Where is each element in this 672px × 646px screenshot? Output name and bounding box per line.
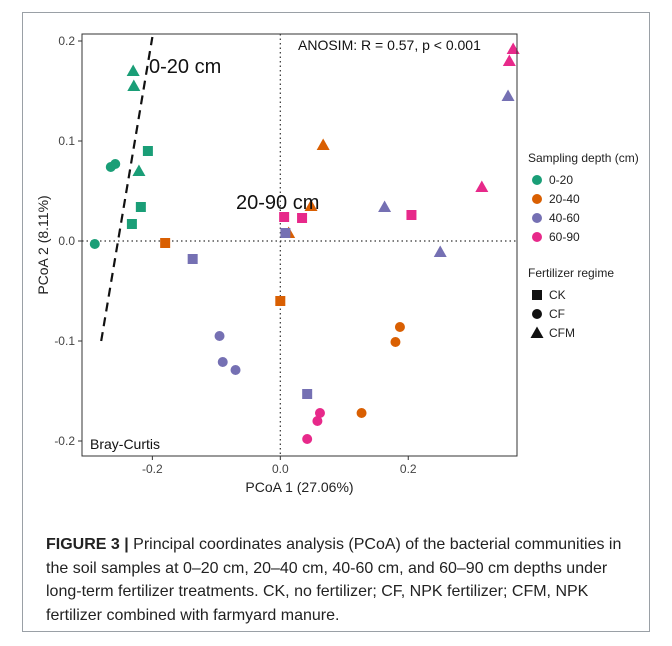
x-tick-label: 0.2 <box>400 462 417 476</box>
anosim-annotation: ANOSIM: R = 0.57, p < 0.001 <box>298 37 481 53</box>
legend-fert-label: CF <box>549 307 565 321</box>
data-point <box>142 146 153 156</box>
data-point <box>378 200 392 212</box>
data-point <box>433 245 447 257</box>
divider-dashed-line <box>100 36 154 342</box>
caption-text: Principal coordinates analysis (PCoA) of… <box>46 536 622 624</box>
legend-fert-swatch <box>532 290 542 300</box>
y-tick-label: 0.0 <box>58 234 75 248</box>
y-tick-label: 0.1 <box>58 134 75 148</box>
data-point <box>187 254 198 264</box>
data-point <box>502 54 516 66</box>
legend-fert-title: Fertilizer regime <box>528 266 614 280</box>
data-point <box>506 42 520 54</box>
data-point <box>110 159 121 169</box>
data-point <box>275 296 286 306</box>
data-point <box>230 365 241 375</box>
data-point <box>297 213 308 223</box>
y-tick-label: 0.2 <box>58 34 75 48</box>
data-point <box>356 408 367 418</box>
data-point <box>135 202 146 212</box>
data-point <box>89 239 100 249</box>
legend-fert-swatch <box>532 309 542 319</box>
legend-depth-label: 60-90 <box>549 230 580 244</box>
data-point <box>390 337 401 347</box>
legend-depth-label: 20-40 <box>549 192 580 206</box>
x-tick-label: 0.0 <box>272 462 289 476</box>
depth-label-20-90: 20-90 cm <box>236 192 319 214</box>
data-point <box>475 180 489 192</box>
data-point <box>302 434 313 444</box>
x-tick-label: -0.2 <box>142 462 163 476</box>
distance-label: Bray-Curtis <box>90 436 160 452</box>
plot-border <box>81 33 518 457</box>
legend-depth-swatch <box>532 232 542 242</box>
legend-depth-label: 40-60 <box>549 211 580 225</box>
legend-depth-swatch <box>532 175 542 185</box>
data-point <box>406 210 417 220</box>
data-point <box>302 389 313 399</box>
depth-label-0-20: 0-20 cm <box>149 56 221 78</box>
data-point <box>214 331 225 341</box>
plot-area <box>82 34 520 456</box>
caption-label: FIGURE 3 | <box>46 536 129 553</box>
legend-fert-swatch <box>530 326 544 338</box>
y-tick-label: -0.1 <box>54 334 75 348</box>
legend-depth-title: Sampling depth (cm) <box>528 151 639 165</box>
data-point <box>127 79 141 91</box>
annotations: ANOSIM: R = 0.57, p < 0.001 0-20 cm 20-90 … <box>90 37 481 452</box>
x-axis-title: PCoA 1 (27.06%) <box>245 479 353 495</box>
data-point <box>394 322 405 332</box>
data-point <box>279 212 290 222</box>
legend-fert-label: CK <box>549 288 566 302</box>
data-point <box>501 89 515 101</box>
y-axis-title: PCoA 2 (8.11%) <box>35 195 51 294</box>
data-point <box>217 357 228 367</box>
legend: Sampling depth (cm) 0-20 20-40 40-60 60-90 Fe… <box>528 151 639 340</box>
data-point <box>160 238 171 248</box>
data-point <box>280 228 291 238</box>
legend-depth-swatch <box>532 213 542 223</box>
data-point <box>304 199 318 211</box>
data-point <box>314 408 325 418</box>
data-point <box>126 219 137 229</box>
figure-frame <box>22 12 650 632</box>
data-point <box>132 164 146 176</box>
legend-depth-label: 0-20 <box>549 173 573 187</box>
y-tick-label: -0.2 <box>54 434 75 448</box>
pcoa-chart: -0.2 0.0 0.2 -0.2 -0.1 0.0 0.1 0.2 PCoA 1 (27.06… <box>35 33 639 495</box>
data-point <box>126 64 140 76</box>
legend-fert-label: CFM <box>549 326 575 340</box>
data-point <box>312 416 323 426</box>
data-point <box>316 138 330 150</box>
figure-caption: FIGURE 3 | Principal coordinates analysi… <box>46 533 636 627</box>
axes: -0.2 0.0 0.2 -0.2 -0.1 0.0 0.1 0.2 PCoA 1 (27.06… <box>35 33 518 495</box>
legend-depth-swatch <box>532 194 542 204</box>
